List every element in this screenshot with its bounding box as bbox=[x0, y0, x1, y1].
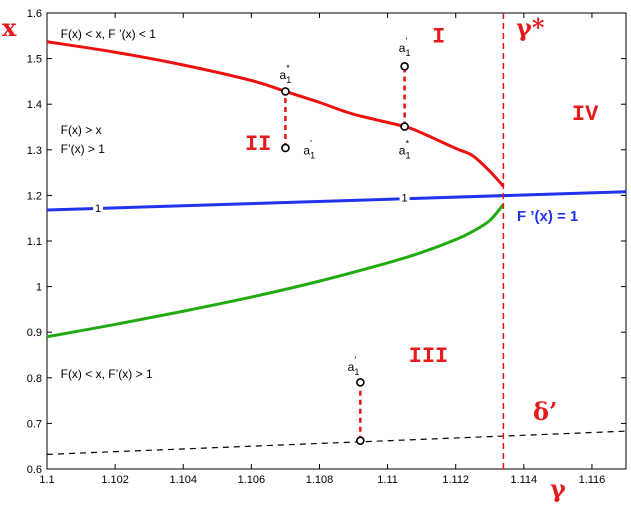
y-tick-label: 1.2 bbox=[27, 190, 42, 202]
series-delta-line bbox=[46, 430, 627, 456]
axes: 1.1 1.102 1.104 1.106 1.108 1.11 1.112 1.114 1.1… bbox=[27, 8, 627, 486]
y-tick-label: 1.6 bbox=[27, 8, 42, 20]
plot-series bbox=[46, 13, 627, 469]
y-tick-label: 0.6 bbox=[27, 464, 42, 476]
point-marker bbox=[400, 62, 409, 71]
y-tick-label: 0.8 bbox=[27, 373, 42, 385]
series-lower-line bbox=[46, 203, 505, 339]
y-tick-label: 1.4 bbox=[27, 99, 42, 111]
region-label: III bbox=[409, 344, 449, 369]
y-tick-label: 1 bbox=[36, 282, 42, 294]
x-tick-label: 1.106 bbox=[238, 474, 266, 486]
delta-label: δ’ bbox=[533, 397, 557, 426]
contour-label: 1 bbox=[402, 193, 408, 205]
point-marker bbox=[400, 122, 409, 131]
y-tick-label: 1.5 bbox=[27, 54, 42, 66]
point-marker bbox=[281, 87, 290, 96]
condition-note: F(x) < x, F ’(x) < 1 bbox=[61, 27, 157, 41]
x-tick-label: 1.112 bbox=[442, 474, 469, 486]
point-annotation: a1′ bbox=[303, 138, 315, 160]
y-tick-label: 0.9 bbox=[27, 327, 42, 339]
y-tick-label: 0.7 bbox=[27, 418, 42, 430]
point-annotation: a1* bbox=[399, 138, 411, 160]
region-label: II bbox=[245, 132, 271, 157]
y-tick-label: 1.1 bbox=[27, 236, 42, 248]
point-marker bbox=[356, 436, 365, 446]
region-label: I bbox=[432, 25, 445, 50]
x-tick-label: 1.11 bbox=[377, 474, 398, 486]
condition-note: F(x) > x bbox=[61, 123, 102, 137]
condition-note: F’(x) > 1 bbox=[61, 142, 106, 156]
y-axis-label: x bbox=[2, 13, 17, 42]
x-axis-label: γ bbox=[550, 474, 566, 503]
x-tick-label: 1.1 bbox=[39, 474, 54, 486]
contour-label-bg bbox=[93, 201, 104, 215]
x-tick-label: 1.104 bbox=[169, 474, 197, 486]
x-tick-label: 1.102 bbox=[101, 474, 129, 486]
point-annotation: a1′ bbox=[348, 355, 360, 377]
contour-label: 1 bbox=[95, 203, 101, 215]
x-tick-label: 1.114 bbox=[510, 474, 537, 486]
condition-note: F(x) < x, F’(x) > 1 bbox=[61, 367, 153, 381]
x-tick-label: 1.108 bbox=[306, 474, 334, 486]
region-label: IV bbox=[572, 102, 599, 127]
contour-label-bg bbox=[399, 190, 410, 204]
fprime-label: F ’(x) = 1 bbox=[517, 208, 578, 225]
gamma-star-label: γ* bbox=[516, 13, 545, 42]
y-tick-label: 1.3 bbox=[27, 145, 42, 157]
series-upper-line bbox=[46, 40, 505, 188]
point-annotation: a1′ bbox=[399, 36, 411, 58]
point-marker bbox=[356, 378, 365, 387]
series-fprime-line bbox=[46, 190, 627, 212]
point-marker bbox=[281, 143, 290, 153]
point-annotation: a1* bbox=[280, 63, 292, 85]
plot-marks: 11 bbox=[93, 62, 410, 446]
x-tick-label: 1.116 bbox=[579, 474, 606, 486]
